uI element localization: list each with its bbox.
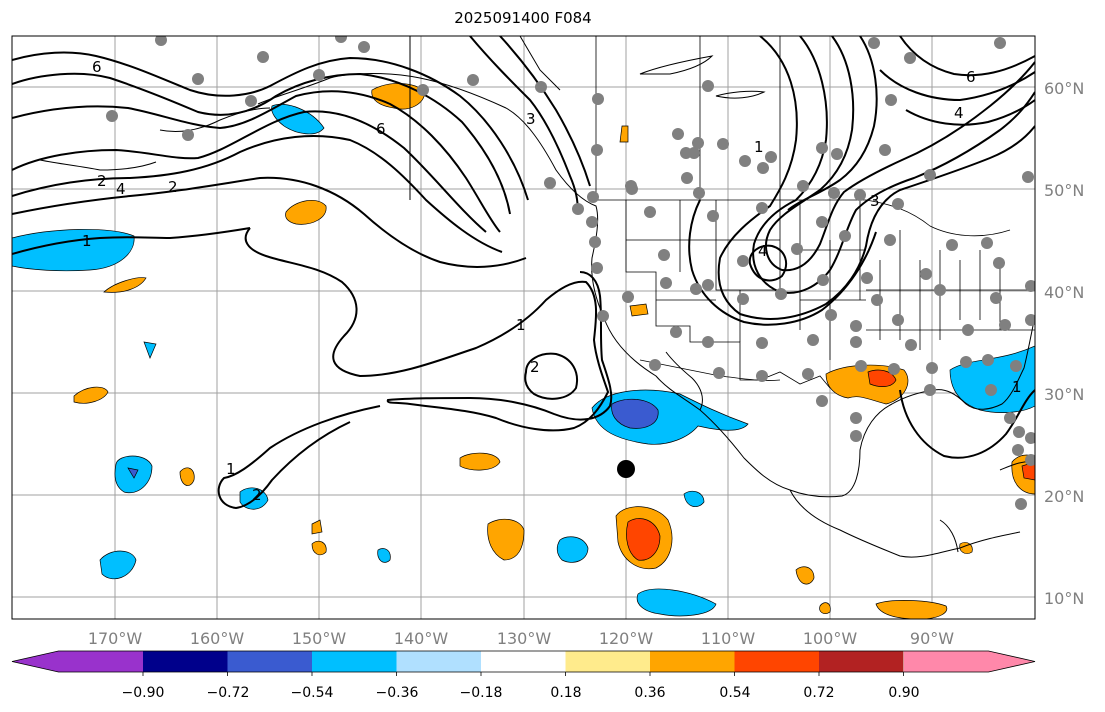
colorbar-bin xyxy=(481,651,566,672)
colorbar-labels: −0.90 −0.72 −0.54 −0.36 −0.18 0.18 0.36 … xyxy=(122,685,920,701)
colorbar xyxy=(11,650,1036,676)
colorbar-bin xyxy=(734,651,819,672)
colorbar-outline xyxy=(11,650,1036,673)
contour-label: 1 xyxy=(516,316,526,334)
contour-label: 4 xyxy=(954,104,964,122)
lon-label: 90°W xyxy=(910,629,954,648)
lon-label: 170°W xyxy=(88,629,143,648)
colorbar-tick-label: −0.18 xyxy=(460,685,503,701)
colorbar-tick-label: −0.72 xyxy=(207,685,250,701)
colorbar-tick-label: −0.36 xyxy=(376,685,419,701)
lat-label: 30°N xyxy=(1044,385,1084,404)
lon-label: 160°W xyxy=(190,629,245,648)
colorbar-tick-label: 0.36 xyxy=(634,685,665,701)
colorbar-bin xyxy=(819,651,904,672)
lon-label: 110°W xyxy=(701,629,756,648)
contour-label: 6 xyxy=(966,68,976,86)
storm-center-marker xyxy=(617,460,635,478)
contour-label: 1 xyxy=(82,232,92,250)
lon-label: 100°W xyxy=(803,629,858,648)
colorbar-extend-high xyxy=(988,651,1035,672)
map-border xyxy=(11,35,1036,620)
colorbar-bin xyxy=(58,651,143,672)
longitude-labels: 170°W 160°W 150°W 140°W 130°W 120°W 110°… xyxy=(88,629,954,648)
contour-label: 4 xyxy=(758,242,768,260)
contour-label: 3 xyxy=(870,192,880,210)
contour-label: 2 xyxy=(97,172,107,190)
station-markers xyxy=(106,36,1035,510)
colorbar-tick-label: −0.54 xyxy=(291,685,334,701)
colorbar-bin xyxy=(312,651,397,672)
colorbar-extend-low xyxy=(12,651,59,672)
contour-label: 1 xyxy=(226,460,236,478)
lon-label: 120°W xyxy=(599,629,654,648)
colorbar-tick-label: 0.18 xyxy=(550,685,581,701)
anomaly-shading xyxy=(12,83,1035,619)
contour-label: 6 xyxy=(376,120,386,138)
lon-label: 140°W xyxy=(394,629,449,648)
colorbar-bin xyxy=(904,651,989,672)
contour-label-group: 6 4 2 1 6 3 2 1 6 4 1 3 2 1 2 4 1 xyxy=(82,58,1022,504)
colorbar-tick-label: −0.90 xyxy=(122,685,165,701)
colorbar-bin xyxy=(565,651,650,672)
colorbar-tick-label: 0.72 xyxy=(803,685,834,701)
map-title: 2025091400 F084 xyxy=(454,9,592,27)
lat-label: 50°N xyxy=(1044,181,1084,200)
colorbar-bin xyxy=(143,651,228,672)
lat-label: 40°N xyxy=(1044,283,1084,302)
colorbar-bin xyxy=(227,651,312,672)
lat-label: 20°N xyxy=(1044,487,1084,506)
lon-label: 130°W xyxy=(497,629,552,648)
contour-label: 2 xyxy=(168,178,178,196)
lat-label: 60°N xyxy=(1044,79,1084,98)
contour-label: 4 xyxy=(116,180,126,198)
latitude-labels: 60°N 50°N 40°N 30°N 20°N 10°N xyxy=(1044,79,1084,608)
lat-label: 10°N xyxy=(1044,589,1084,608)
colorbar-tick-label: 0.90 xyxy=(888,685,919,701)
contour-label: 2 xyxy=(530,358,540,376)
contour-lines xyxy=(12,36,1035,510)
contour-label: 3 xyxy=(526,110,536,128)
contour-label: 1 xyxy=(1012,378,1022,396)
lon-label: 150°W xyxy=(292,629,347,648)
colorbar-tick-label: 0.54 xyxy=(719,685,750,701)
contour-label: 2 xyxy=(252,486,262,504)
colorbar-bin xyxy=(396,651,481,672)
colorbar-bin xyxy=(650,651,735,672)
contour-label: 1 xyxy=(754,138,764,156)
contour-label: 6 xyxy=(92,58,102,76)
